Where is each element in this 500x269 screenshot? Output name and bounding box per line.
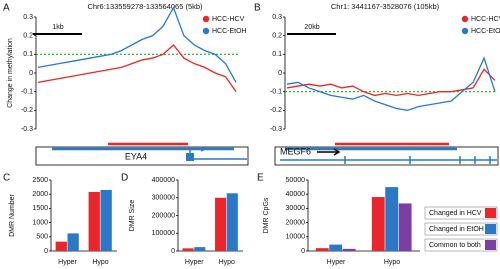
y-tick-label: 0.1 [23, 51, 33, 58]
y-tick-label: 0 [29, 70, 33, 77]
bar [398, 203, 412, 251]
gene-label: MEGF6 [280, 146, 311, 156]
exon [186, 153, 194, 161]
y-tick-label: 2000 [32, 191, 48, 198]
legend-marker [461, 27, 469, 35]
series-line [37, 44, 237, 93]
scale-bar-label: 1kb [52, 24, 63, 31]
series-line [286, 68, 496, 97]
y-tick-label: 10000 [286, 234, 306, 241]
x-tick-label: Hypo [384, 259, 400, 266]
y-tick-label: 2500 [32, 177, 48, 184]
bar [100, 189, 112, 251]
y-tick-label: 0.3 [23, 14, 33, 21]
panel-label: B [254, 3, 261, 14]
y-tick-label: 0 [171, 248, 175, 255]
y-tick-label: -0.3 [21, 126, 33, 133]
legend-label: HCC-HCV [212, 16, 245, 23]
x-tick-label: Hypo [219, 259, 235, 266]
y-tick-label: 0 [301, 248, 305, 255]
y-tick-label: 1000 [32, 219, 48, 226]
bar [67, 233, 79, 251]
bar [329, 244, 343, 251]
scale-bar-label: 20kb [304, 24, 319, 31]
legend-swatch [485, 224, 496, 234]
y-tick-label: 20000 [286, 219, 306, 226]
y-tick-label: 0 [44, 248, 48, 255]
y-tick-label: 0.2 [23, 33, 33, 40]
bar [55, 241, 67, 251]
panel-label: E [257, 173, 264, 184]
y-tick-label: -0.1 [270, 89, 282, 96]
y-axis-label: DMR Size [129, 200, 136, 232]
y-axis-label: DMR Number [9, 193, 16, 236]
y-tick-label: 100000 [152, 230, 175, 237]
y-tick-label: -0.1 [21, 89, 33, 96]
chart-title: Chr1: 3441167-3528076 (105kb) [331, 2, 440, 11]
y-tick-label: 200000 [152, 212, 175, 219]
y-tick-label: 40000 [286, 191, 306, 198]
panel-label: A [3, 3, 10, 14]
y-tick-label: 400000 [152, 177, 175, 184]
bar [215, 197, 227, 251]
bar [226, 193, 238, 251]
legend-marker [202, 27, 210, 35]
y-tick-label: 30000 [286, 205, 306, 212]
gene-label: EYA4 [125, 151, 147, 161]
bar [182, 248, 194, 251]
gene-track [274, 146, 499, 166]
bar [371, 197, 385, 251]
y-tick-label: 300000 [152, 195, 175, 202]
panel-label: D [121, 173, 128, 184]
series-line [37, 6, 237, 83]
panel-label: C [3, 173, 10, 184]
y-tick-label: 0 [278, 70, 282, 77]
legend-label: Changed in HCV [429, 210, 482, 217]
bar [194, 247, 206, 251]
chart-title: Chr6:133559278-133564065 (5kb) [87, 2, 203, 11]
legend-marker [424, 238, 498, 252]
y-tick-label: 0.2 [272, 33, 282, 40]
legend-label: HCC-HCV [471, 16, 500, 23]
y-tick-label: -0.2 [270, 107, 282, 114]
y-tick-label: 0.1 [272, 51, 282, 58]
y-tick-label: 1500 [32, 205, 48, 212]
y-tick-label: -0.3 [270, 126, 282, 133]
y-tick-label: -0.2 [21, 107, 33, 114]
series-line [286, 56, 496, 112]
y-tick-label: 0.3 [272, 14, 282, 21]
legend-marker [424, 222, 498, 236]
legend-label: Changed in EtOH [429, 226, 484, 233]
x-tick-label: Hyper [327, 259, 346, 266]
y-axis-label: DMR CpGs [263, 197, 270, 233]
y-tick-label: 500 [36, 234, 48, 241]
bar [342, 248, 356, 251]
x-tick-label: Hyper [58, 259, 77, 266]
bar [315, 248, 329, 251]
bar [88, 191, 100, 251]
bar [385, 187, 399, 251]
gene-arrow [317, 148, 341, 156]
y-axis-label: Change in methylation [7, 38, 14, 108]
legend-label: HCC-EtOH [212, 28, 247, 35]
gene-arrow [189, 146, 207, 153]
legend-marker [461, 15, 469, 23]
legend-label: HCC-EtOH [471, 28, 500, 35]
legend-marker [202, 15, 210, 23]
legend-label: Common to both [429, 242, 481, 249]
y-tick-label: 50000 [286, 177, 306, 184]
x-tick-label: Hyper [185, 259, 204, 266]
legend-swatch [485, 240, 496, 250]
x-tick-label: Hypo [92, 259, 108, 266]
gene-track [35, 146, 249, 166]
legend-swatch [485, 208, 496, 218]
legend-marker [424, 206, 498, 220]
